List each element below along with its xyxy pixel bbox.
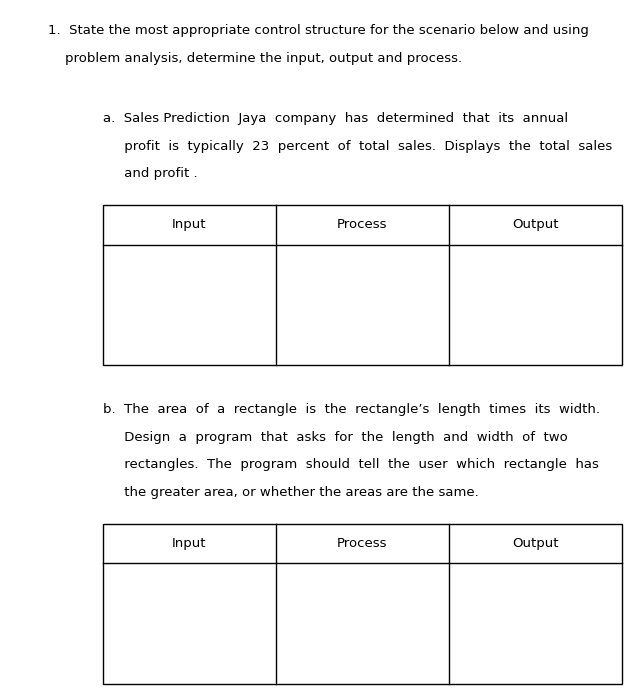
Text: Input: Input (172, 537, 206, 550)
Text: profit  is  typically  23  percent  of  total  sales.  Displays  the  total  sal: profit is typically 23 percent of total … (103, 140, 612, 153)
Text: rectangles.  The  program  should  tell  the  user  which  rectangle  has: rectangles. The program should tell the … (103, 458, 599, 471)
Bar (103, 205, 622, 365)
Text: and profit .: and profit . (103, 167, 197, 180)
Text: problem analysis, determine the input, output and process.: problem analysis, determine the input, o… (48, 52, 462, 65)
Text: Output: Output (512, 537, 558, 550)
Text: Design  a  program  that  asks  for  the  length  and  width  of  two: Design a program that asks for the lengt… (103, 431, 567, 444)
Text: Output: Output (512, 219, 558, 231)
Text: the greater area, or whether the areas are the same.: the greater area, or whether the areas a… (103, 486, 478, 499)
Text: Process: Process (337, 537, 387, 550)
Text: a.  Sales Prediction  Jaya  company  has  determined  that  its  annual: a. Sales Prediction Jaya company has det… (103, 112, 568, 125)
Text: b.  The  area  of  a  rectangle  is  the  rectangle’s  length  times  its  width: b. The area of a rectangle is the rectan… (103, 403, 599, 416)
Text: Process: Process (337, 219, 387, 231)
Text: Input: Input (172, 219, 206, 231)
Bar (103, 524, 622, 684)
Text: 1.  State the most appropriate control structure for the scenario below and usin: 1. State the most appropriate control st… (48, 24, 589, 37)
